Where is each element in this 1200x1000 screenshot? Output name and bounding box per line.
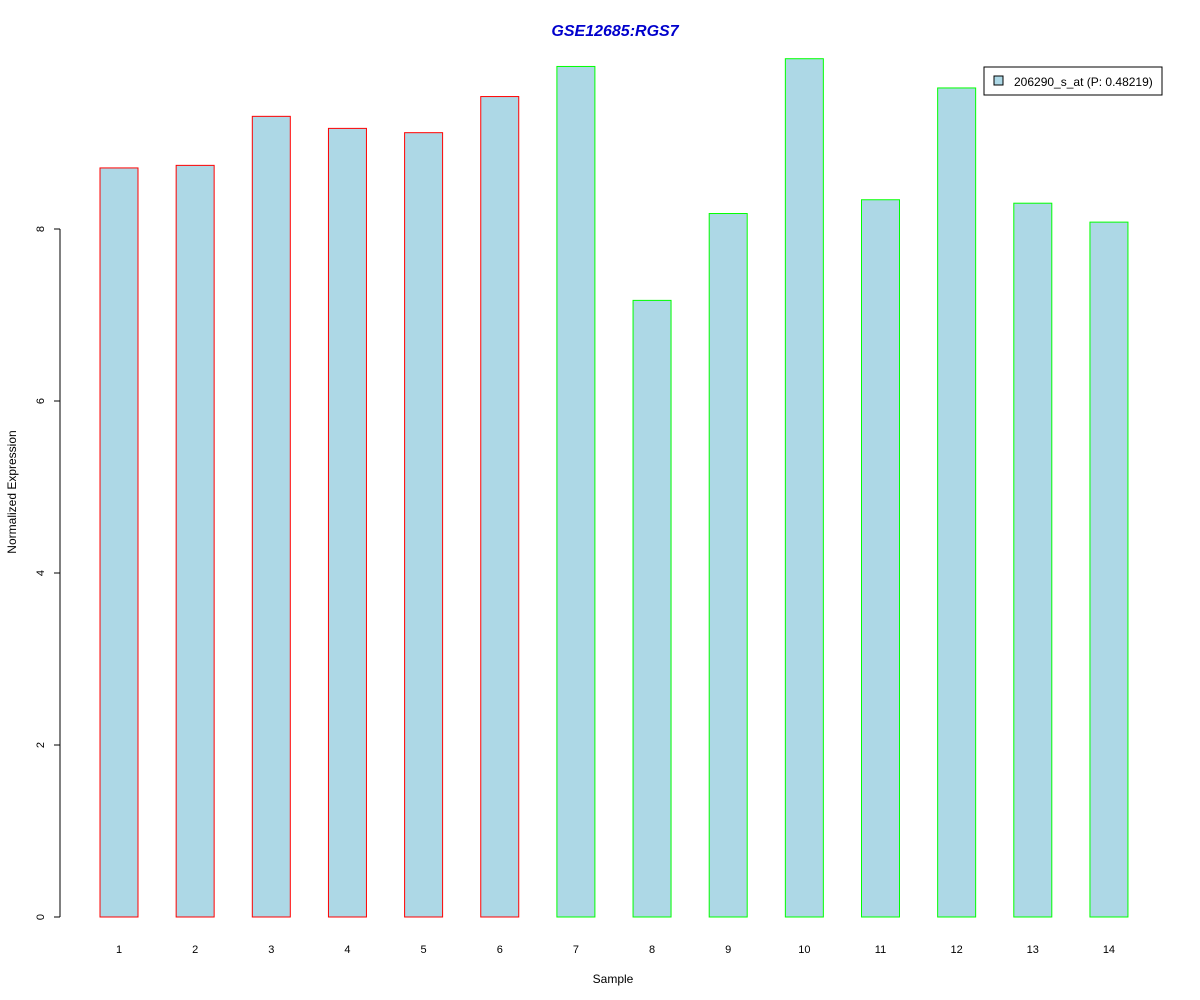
x-tick-label: 13 (1027, 944, 1039, 956)
bar-sample-12 (937, 87, 977, 918)
bar-sample-7 (556, 65, 596, 918)
bar-sample-4 (327, 127, 367, 918)
legend-label: 206290_s_at (P: 0.48219) (1014, 75, 1153, 89)
bar-sample-8 (632, 299, 672, 918)
bar-sample-13 (1013, 202, 1053, 918)
y-axis: 0 2 4 6 8 (35, 226, 61, 920)
x-tick-label: 14 (1103, 944, 1115, 956)
bar-sample-1 (99, 167, 139, 918)
bar-sample-5 (404, 132, 444, 918)
x-tick-label: 3 (268, 944, 274, 956)
y-tick-label: 6 (35, 398, 47, 404)
bars (99, 58, 1129, 918)
x-tick-label: 5 (421, 944, 427, 956)
chart-title: GSE12685:RGS7 (551, 23, 679, 40)
x-tick-label: 8 (649, 944, 655, 956)
legend: 206290_s_at (P: 0.48219) (983, 66, 1163, 96)
x-tick-label: 11 (875, 944, 886, 956)
y-tick-label: 8 (35, 226, 47, 232)
y-tick-label: 0 (35, 914, 47, 920)
x-tick-label: 1 (116, 944, 122, 956)
x-tick-labels: 1 2 3 4 5 6 7 8 9 10 11 12 13 14 (116, 944, 1115, 956)
x-tick-label: 7 (573, 944, 579, 956)
legend-swatch (993, 75, 1004, 86)
bar-sample-3 (251, 115, 291, 918)
bar-sample-11 (861, 199, 900, 918)
bar-sample-10 (784, 58, 824, 918)
y-tick-label: 2 (35, 742, 47, 748)
bar-sample-2 (175, 164, 215, 918)
x-tick-label: 9 (725, 944, 731, 956)
x-axis-label: Sample (593, 972, 634, 986)
x-tick-label: 6 (497, 944, 503, 956)
x-tick-label: 4 (344, 944, 350, 956)
x-tick-label: 10 (798, 944, 810, 956)
y-tick-label: 4 (35, 570, 47, 576)
bar-sample-14 (1089, 221, 1129, 918)
bar-sample-6 (480, 96, 520, 918)
y-axis-label: Normalized Expression (5, 430, 19, 553)
x-tick-label: 2 (192, 944, 198, 956)
x-tick-label: 12 (951, 944, 963, 956)
bar-sample-9 (708, 213, 748, 918)
legend-box (983, 66, 1163, 96)
